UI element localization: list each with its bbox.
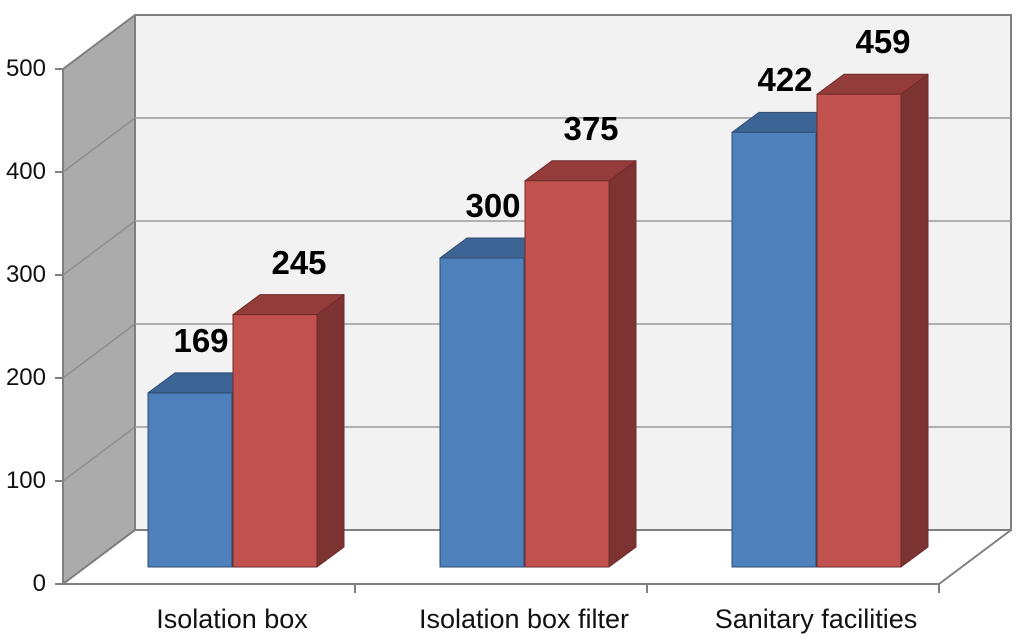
bar-side-red-series-1 bbox=[316, 294, 345, 568]
bar-front-red-series-3 bbox=[816, 93, 902, 568]
bar-front-blue-series-1 bbox=[147, 392, 233, 568]
left-wall-gridline bbox=[62, 426, 136, 482]
bar-front-red-series-2 bbox=[524, 180, 610, 568]
left-wall-gridline bbox=[62, 323, 136, 379]
bar-front-blue-series-3 bbox=[731, 131, 817, 568]
left-wall-gridline bbox=[62, 117, 136, 173]
bar-front-red-series-1 bbox=[232, 314, 318, 568]
bar-side-red-series-3 bbox=[900, 73, 929, 568]
left-wall bbox=[62, 14, 136, 585]
bar-side-red-series-2 bbox=[608, 160, 637, 568]
left-wall-gridline bbox=[62, 220, 136, 276]
bar-front-blue-series-2 bbox=[439, 257, 525, 568]
